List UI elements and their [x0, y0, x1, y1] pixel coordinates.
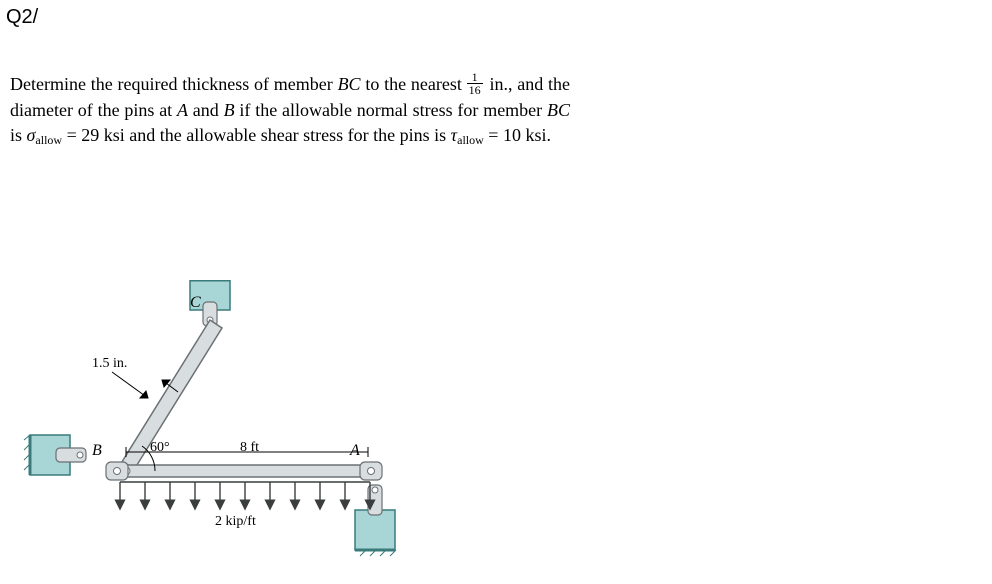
support-b-wall	[24, 435, 86, 475]
member-bc: BC	[338, 74, 361, 94]
member-bc	[120, 320, 222, 473]
label-b: B	[92, 442, 102, 460]
figure-svg	[20, 280, 440, 580]
dim-span: 8 ft	[240, 440, 259, 456]
dim-bc-width: 1.5 in.	[92, 356, 127, 372]
dim-angle: 60°	[150, 440, 170, 456]
equals-2: =	[484, 125, 503, 145]
question-number: Q2/	[6, 6, 38, 29]
text-fragment: to the nearest	[361, 74, 467, 94]
point-a: A	[177, 100, 188, 120]
fraction-denominator: 16	[467, 84, 483, 96]
fraction: 116	[467, 71, 483, 96]
support-a-wall	[355, 485, 396, 556]
text-fragment: is	[10, 125, 27, 145]
pin-b	[106, 462, 128, 480]
text-fragment: and	[188, 100, 224, 120]
problem-statement: Determine the required thickness of memb…	[10, 72, 570, 147]
figure-container: C B A 1.5 in. 60° 8 ft 2 kip/ft	[20, 280, 440, 580]
value-2: 10 ksi.	[503, 125, 551, 145]
label-a: A	[350, 442, 360, 460]
pin-a	[360, 462, 382, 480]
dim-load: 2 kip/ft	[215, 514, 256, 530]
subscript-allow-1: allow	[35, 133, 62, 147]
equals-1: =	[62, 125, 81, 145]
text-fragment: and the allowable shear stress for the p…	[125, 125, 451, 145]
member-bc-2: BC	[547, 100, 570, 120]
point-b: B	[224, 100, 235, 120]
subscript-allow-2: allow	[457, 133, 484, 147]
distributed-load	[120, 482, 370, 505]
text-fragment: Determine the required thickness of memb…	[10, 74, 338, 94]
value-1: 29 ksi	[81, 125, 125, 145]
text-fragment: if the allowable normal stress for membe…	[235, 100, 547, 120]
label-c: C	[190, 294, 201, 312]
